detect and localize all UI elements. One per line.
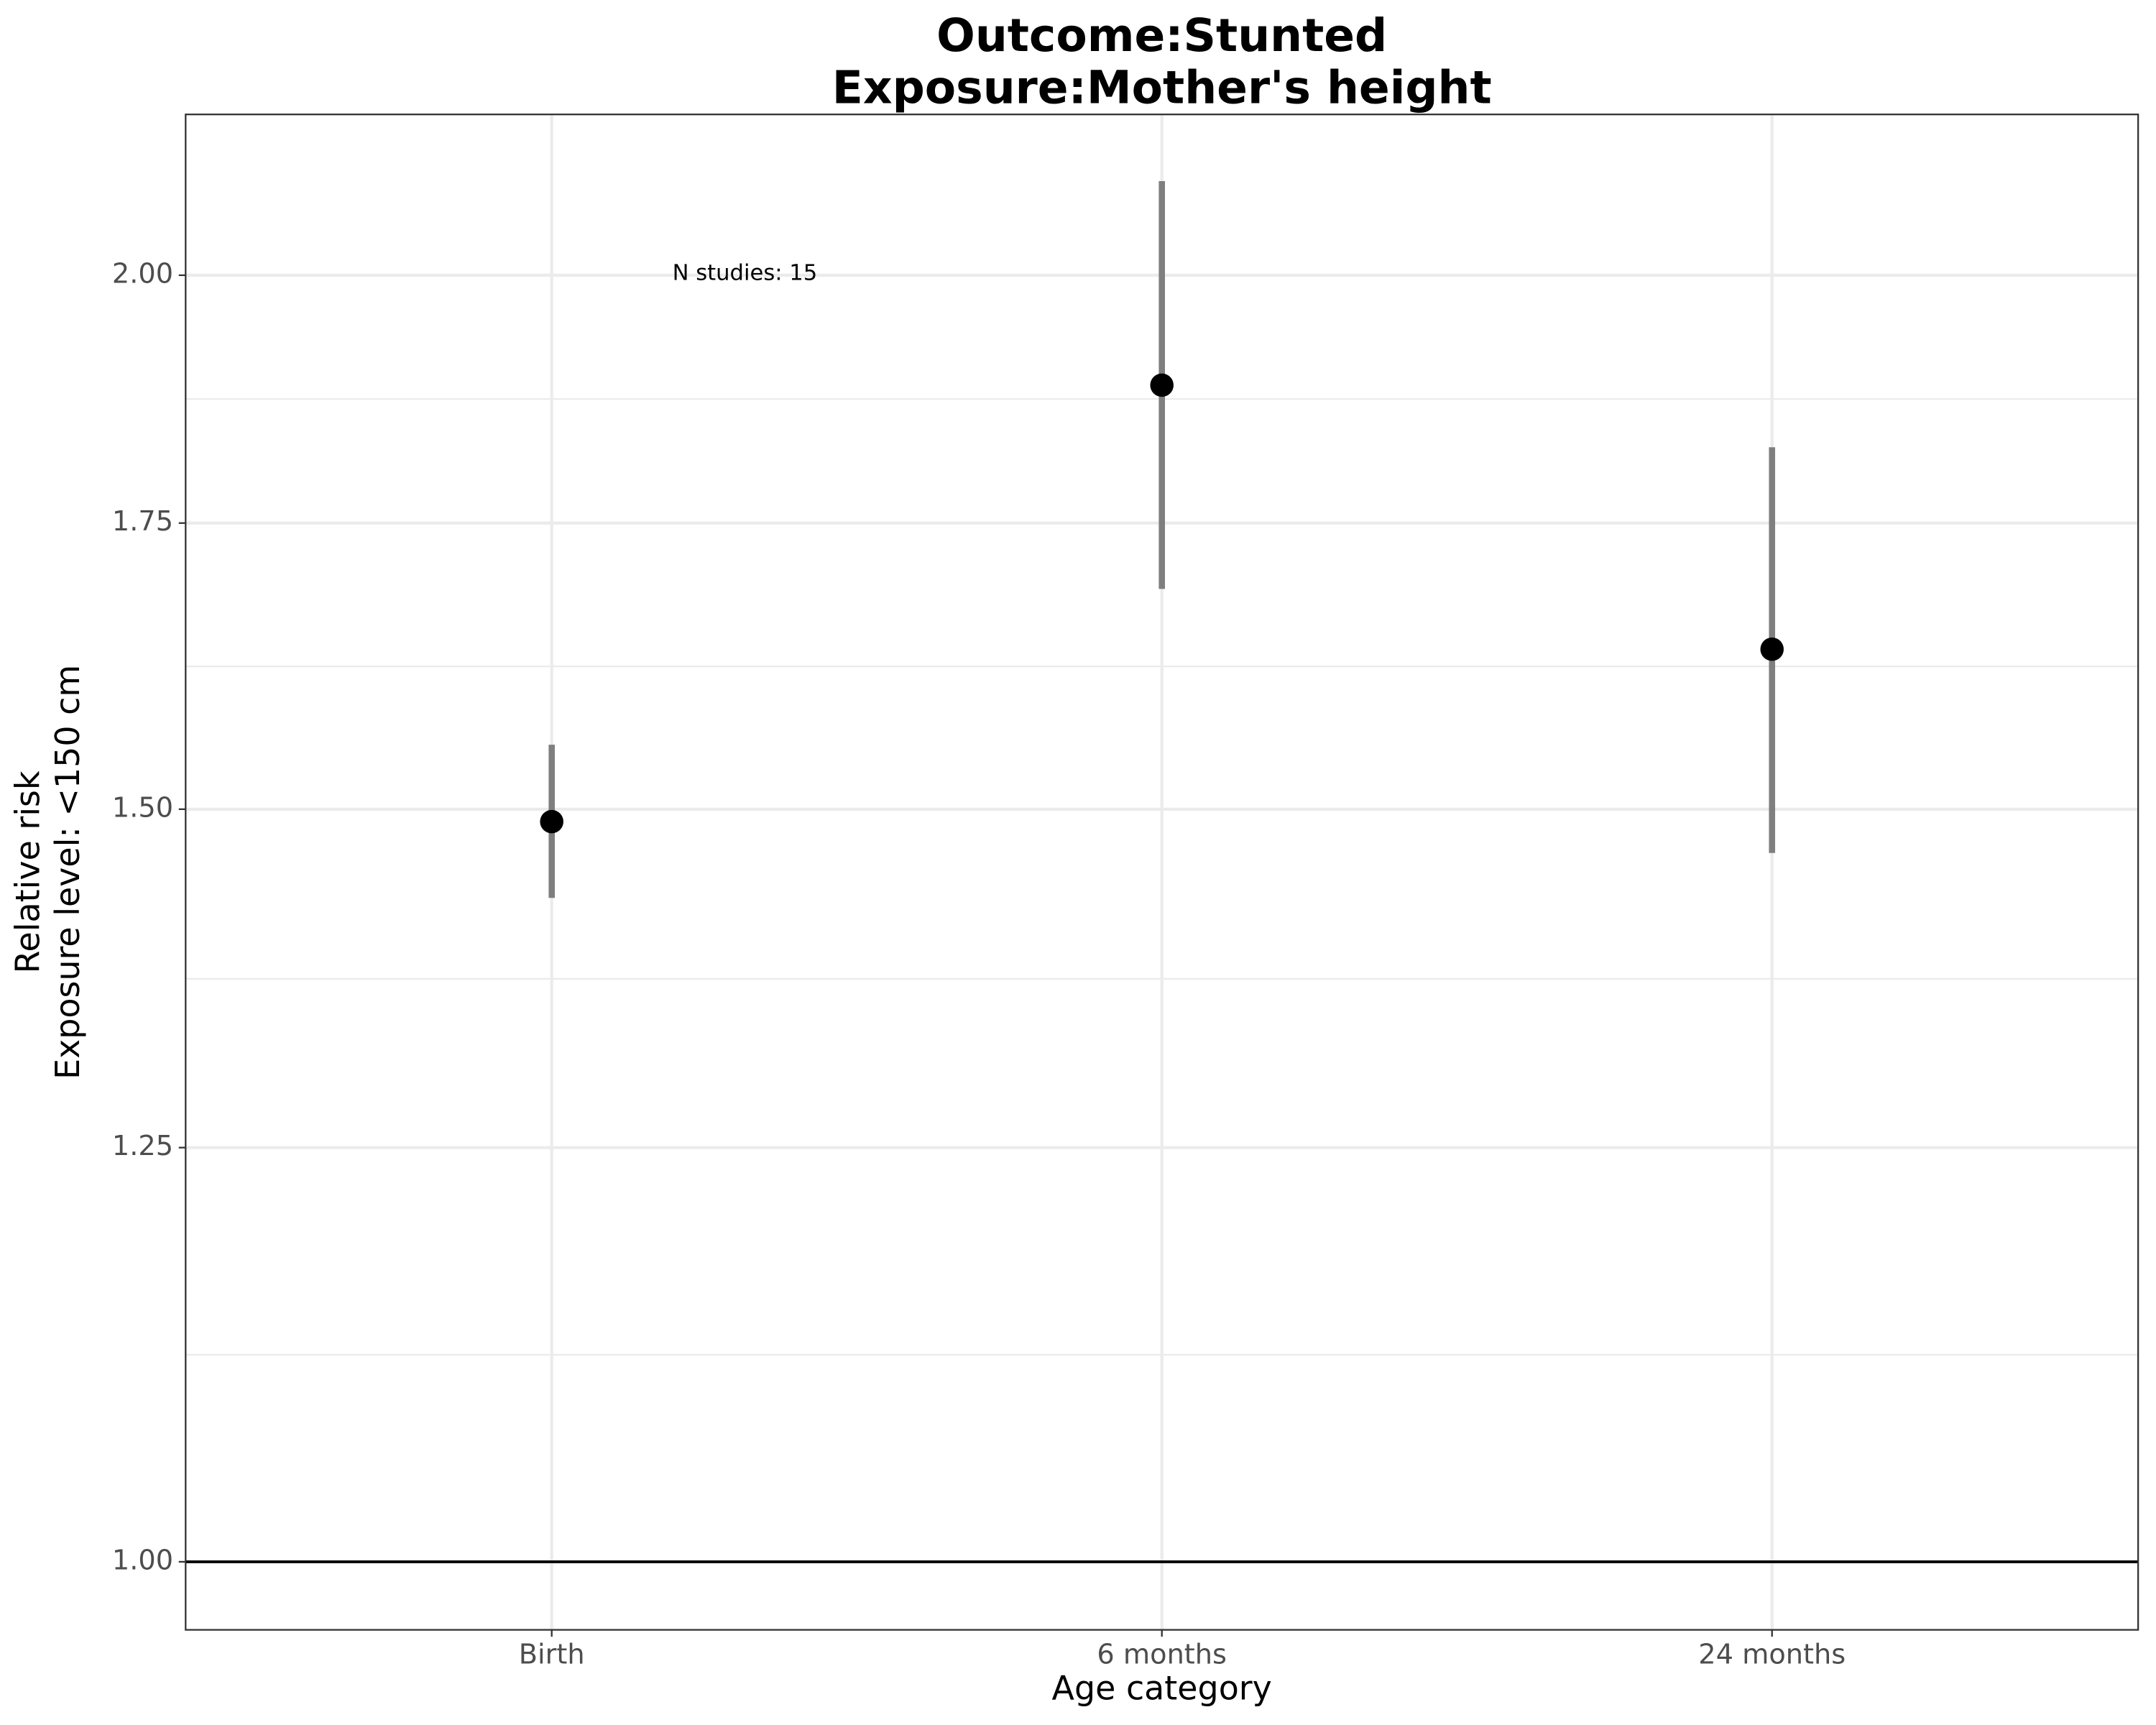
y-tick-label: 2.00 <box>112 257 173 290</box>
x-tick-label: 6 months <box>1097 1638 1227 1670</box>
x-tick-label: 24 months <box>1698 1638 1846 1670</box>
point <box>1760 638 1784 661</box>
y-axis-title: Relative risk <box>9 770 47 973</box>
annotation: N studies: 15 <box>673 261 818 286</box>
x-tick-label: Birth <box>519 1638 585 1670</box>
y-tick-label: 1.00 <box>112 1544 173 1576</box>
y-axis-title: Exposure level: <150 cm <box>48 665 87 1080</box>
x-axis-title: Age category <box>1052 1668 1272 1707</box>
plot-area: 1.00 1.25 1.50 1.75 2.00 Birth 6 months 24 mont… <box>112 114 2139 1670</box>
point <box>1150 373 1174 397</box>
point <box>540 809 563 834</box>
y-tick-label: 1.50 <box>112 791 173 824</box>
y-tick-label: 1.75 <box>112 505 173 538</box>
y-tick-label: 1.25 <box>112 1130 173 1162</box>
panel-border <box>185 114 2139 1631</box>
chart-subtitle: Exposure:Mother's height <box>832 61 1492 114</box>
chart-title: Outcome:Stunted <box>936 9 1387 62</box>
